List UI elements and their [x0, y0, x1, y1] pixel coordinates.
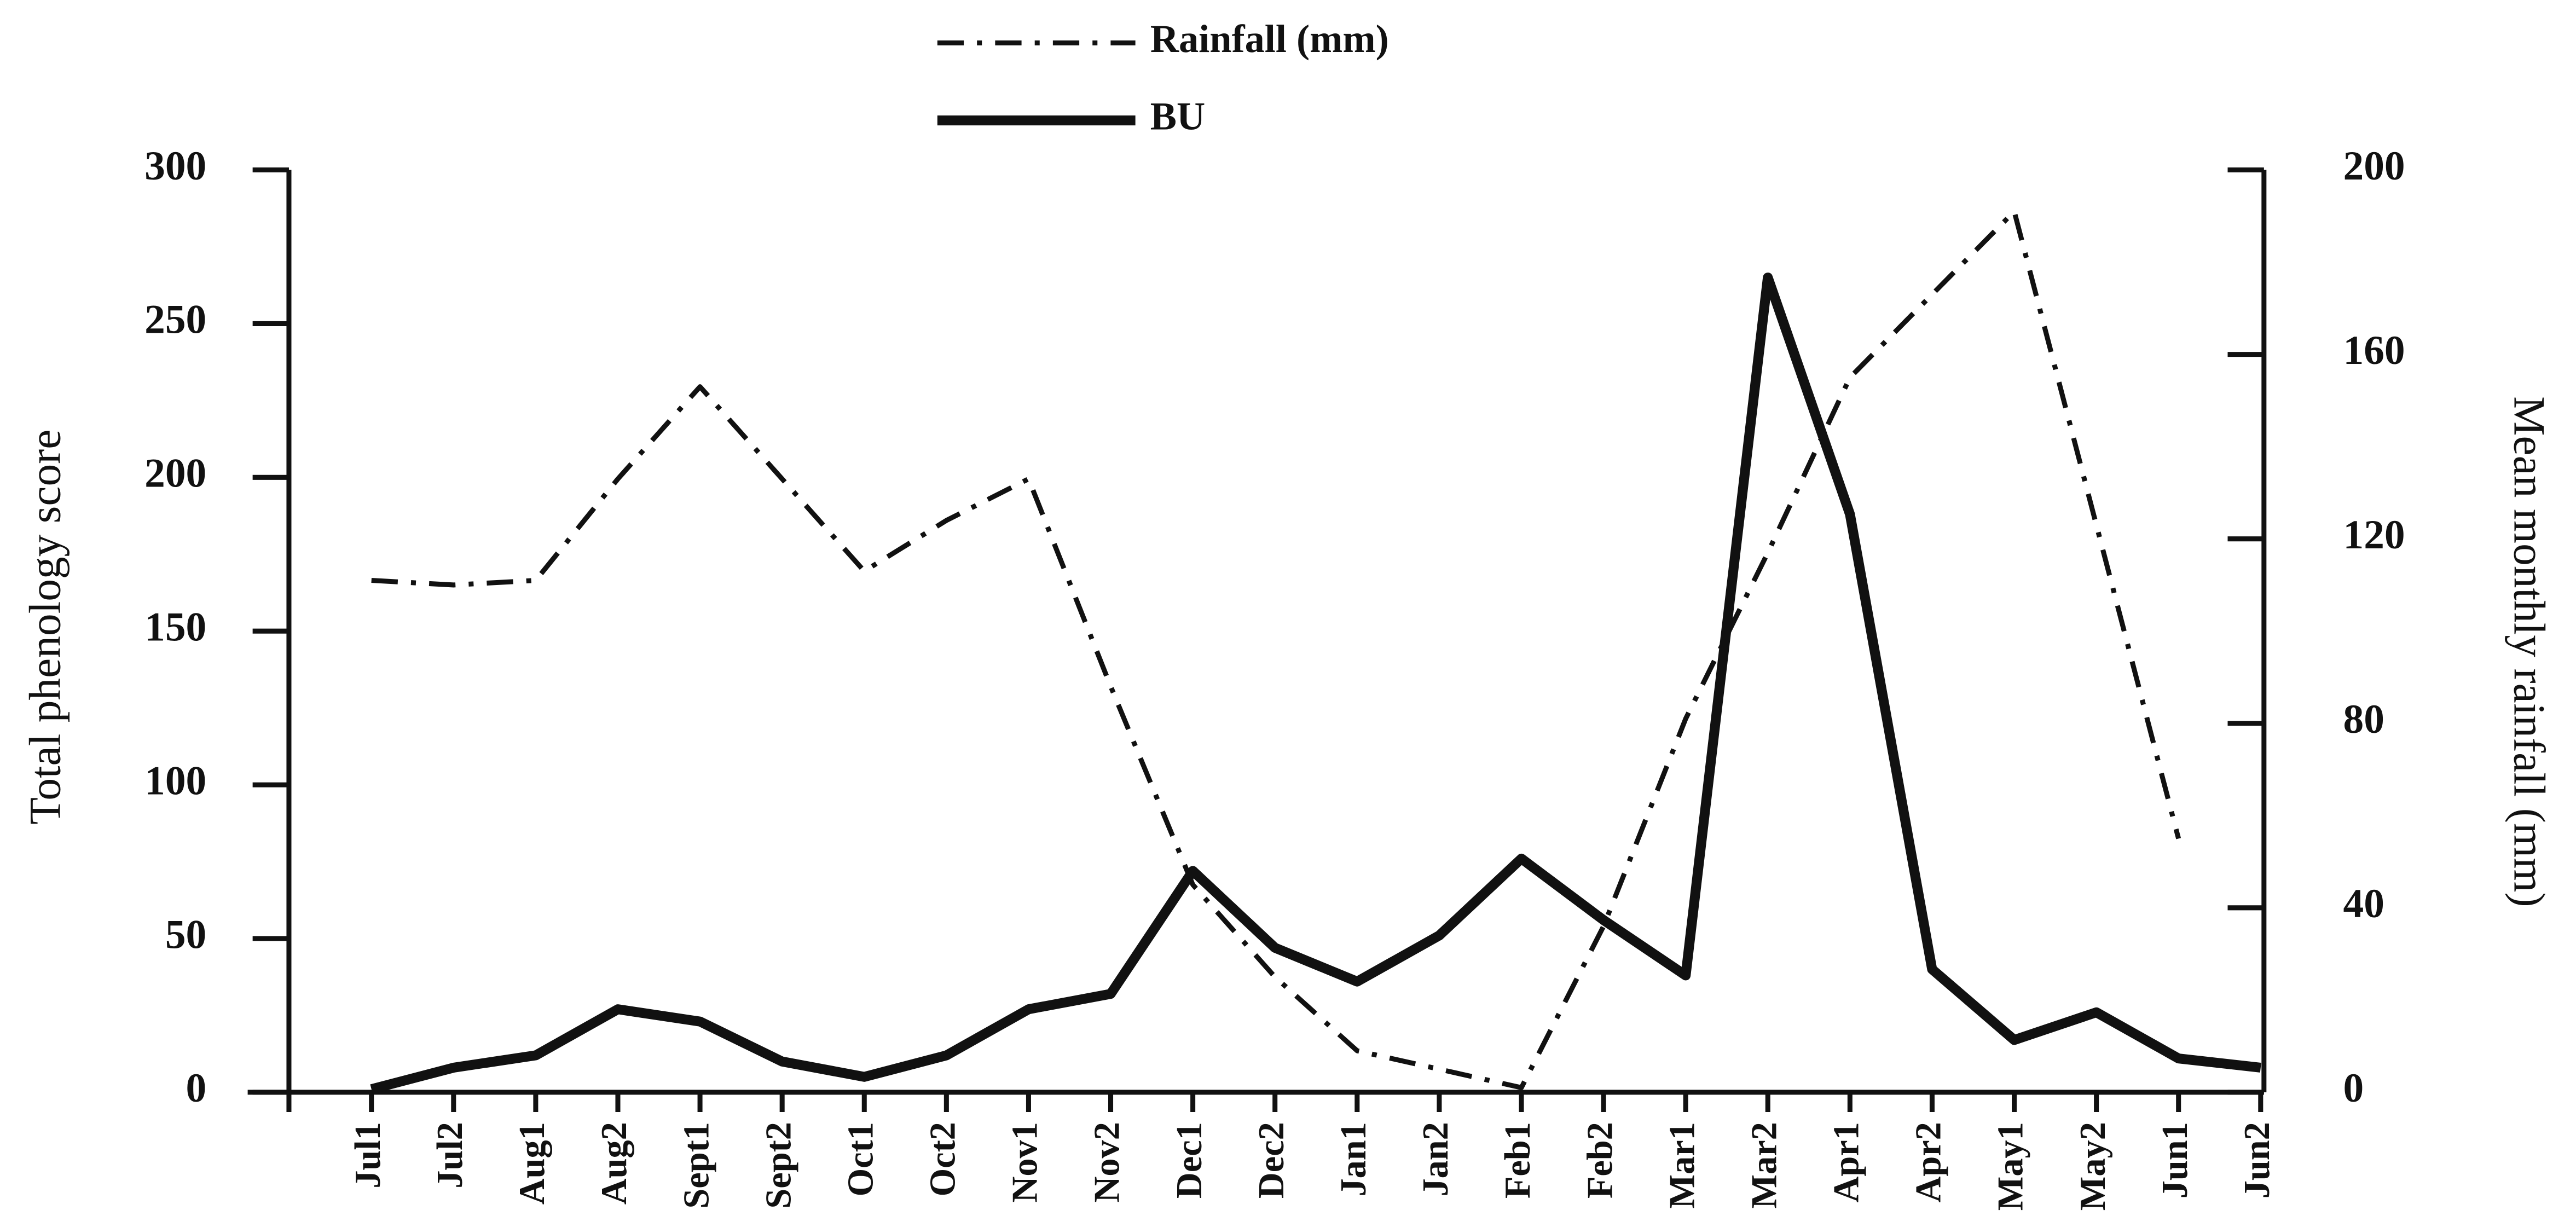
- y-tick-label: 300: [144, 143, 206, 189]
- y-tick-label: 0: [186, 1066, 207, 1111]
- y-tick-label: 200: [144, 451, 206, 496]
- y2-tick-label: 120: [2343, 512, 2405, 558]
- x-tick-label: May1: [1991, 1122, 2031, 1211]
- x-tick-label: Aug1: [512, 1122, 552, 1205]
- y-tick-label: 150: [144, 605, 206, 650]
- x-tick-label: Jan1: [1334, 1122, 1374, 1196]
- x-tick-label: Nov2: [1087, 1122, 1127, 1202]
- x-tick-label: Dec1: [1170, 1122, 1209, 1198]
- legend-label: Rainfall (mm): [1150, 17, 1389, 61]
- x-tick-label: Oct2: [923, 1122, 963, 1196]
- series-line: [371, 209, 2181, 1090]
- y2-tick-label: 80: [2343, 697, 2384, 742]
- series-line: [370, 273, 2261, 1095]
- x-tick-label: Jul1: [348, 1122, 388, 1189]
- x-tick-label: Sept2: [759, 1122, 798, 1208]
- x-tick-label: Mar1: [1662, 1122, 1702, 1208]
- x-tick-label: Apr1: [1827, 1122, 1867, 1202]
- x-tick-label: Feb2: [1580, 1122, 1620, 1198]
- x-tick-label: May2: [2073, 1122, 2113, 1211]
- y-axis-label: Total phenology score: [20, 430, 70, 825]
- y-tick-label: 50: [165, 912, 206, 957]
- y2-tick-label: 200: [2343, 143, 2405, 189]
- x-tick-label: Nov1: [1005, 1122, 1045, 1202]
- x-tick-label: Jun1: [2155, 1122, 2195, 1198]
- x-tick-label: Mar2: [1744, 1122, 1784, 1208]
- x-tick-label: Jun2: [2237, 1122, 2277, 1198]
- y-tick-label: 100: [144, 758, 206, 803]
- x-tick-label: Jan2: [1416, 1122, 1456, 1196]
- y2-tick-label: 160: [2343, 328, 2405, 373]
- y2-tick-label: 0: [2343, 1066, 2364, 1111]
- x-tick-label: Sept1: [676, 1122, 716, 1208]
- x-tick-label: Oct1: [841, 1122, 881, 1196]
- x-tick-label: Dec2: [1252, 1122, 1292, 1198]
- x-tick-label: Feb1: [1498, 1122, 1538, 1198]
- x-tick-label: Jul2: [430, 1122, 470, 1189]
- x-tick-label: Aug2: [594, 1122, 634, 1205]
- legend-label: BU: [1150, 95, 1206, 138]
- y2-axis-label: Mean monthly rainfall (mm): [2504, 396, 2554, 907]
- y2-tick-label: 40: [2343, 881, 2384, 927]
- x-tick-label: Apr2: [1909, 1122, 1949, 1202]
- y-tick-label: 250: [144, 297, 206, 343]
